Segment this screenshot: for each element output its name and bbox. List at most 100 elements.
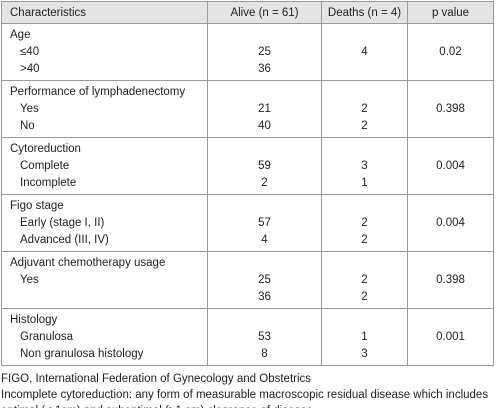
cell <box>207 251 322 271</box>
data-row: ≤40 25 4 0.02 <box>2 43 494 60</box>
cell: 0.004 <box>407 157 494 174</box>
header-row: Characteristics Alive (n = 61) Deaths (n =… <box>1 1 494 24</box>
column-header: Deaths (n = 4) <box>321 1 408 24</box>
cell: 8 <box>207 345 322 366</box>
data-row: Complete 59 3 0.004 <box>2 157 494 174</box>
cell <box>407 345 494 366</box>
row-label <box>2 288 208 309</box>
data-row: Early (stage I, II) 57 2 0.004 <box>2 214 494 231</box>
row-label: Non granulosa histology <box>20 347 144 360</box>
cell: 36 <box>207 60 322 81</box>
group-row: Age <box>2 23 494 43</box>
cell <box>407 288 494 309</box>
cell: 1 <box>321 328 408 345</box>
row-label: Incomplete <box>20 176 77 189</box>
column-header: Characteristics <box>1 1 208 24</box>
data-row: Granulosa 53 1 0.001 <box>2 328 494 345</box>
cell: 25 <box>207 43 322 60</box>
row-group: Figo stage Early (stage I, II) 57 2 0.004 Adv… <box>1 194 494 252</box>
cell: 2 <box>207 174 322 195</box>
cell <box>407 308 494 328</box>
column-header: Alive (n = 61) <box>207 1 322 24</box>
cell <box>207 23 322 43</box>
group-label: Performance of lymphadenectomy <box>10 85 186 98</box>
cell <box>407 117 494 138</box>
row-group: Histology Granulosa 53 1 0.001 Non granulosa … <box>1 308 494 366</box>
cell <box>407 80 494 100</box>
cell: 0.001 <box>407 328 494 345</box>
cell <box>321 251 408 271</box>
data-row: No 40 2 <box>2 117 494 138</box>
group-label: Figo stage <box>10 199 64 212</box>
cell <box>407 23 494 43</box>
cell: 2 <box>321 214 408 231</box>
results-table: Characteristics Alive (n = 61) Deaths (n =… <box>1 1 494 366</box>
data-row: Incomplete 2 1 <box>2 174 494 195</box>
row-label: >40 <box>20 62 40 75</box>
cell <box>321 308 408 328</box>
row-label: Advanced (III, IV) <box>20 233 109 246</box>
group-label: Cytoreduction <box>10 142 81 155</box>
row-label: Complete <box>20 159 70 172</box>
data-row: Yes 21 2 0.398 <box>2 100 494 117</box>
row-label: Yes <box>20 102 39 115</box>
group-row: Cytoreduction <box>2 137 494 157</box>
row-group: Age ≤40 25 4 0.02 >40 36 <box>1 23 494 81</box>
row-label: Early (stage I, II) <box>20 216 105 229</box>
cell: 4 <box>321 43 408 60</box>
cell: 1 <box>321 174 408 195</box>
cell: 0.004 <box>407 214 494 231</box>
row-label: No <box>20 119 35 132</box>
cell: 25 <box>207 271 322 288</box>
cell: 0.02 <box>407 43 494 60</box>
footnote: Incomplete cytoreduction: any form of me… <box>1 389 489 408</box>
group-row: Figo stage <box>2 194 494 214</box>
cell <box>407 60 494 81</box>
cell <box>207 308 322 328</box>
data-row: >40 36 <box>2 60 494 81</box>
cell <box>321 60 408 81</box>
cell <box>407 137 494 157</box>
row-label: Yes <box>20 273 39 286</box>
data-row: Advanced (III, IV) 4 2 <box>2 231 494 252</box>
cell: 4 <box>207 231 322 252</box>
cell <box>207 194 322 214</box>
cell: 0.398 <box>407 271 494 288</box>
cell <box>321 194 408 214</box>
cell <box>207 80 322 100</box>
cell: 36 <box>207 288 322 309</box>
row-group: Cytoreduction Complete 59 3 0.004 Incomplete 2… <box>1 137 494 195</box>
cell: 57 <box>207 214 322 231</box>
group-label: Age <box>10 28 31 41</box>
row-group: Adjuvant chemotherapy usage Yes 25 2 0.398 36… <box>1 251 494 309</box>
footnotes: FIGO, International Federation of Gyneco… <box>1 371 493 408</box>
cell <box>321 137 408 157</box>
cell <box>407 174 494 195</box>
row-label: ≤40 <box>20 45 40 58</box>
cell: 0.398 <box>407 100 494 117</box>
group-row: Histology <box>2 308 494 328</box>
cell <box>321 23 408 43</box>
data-row: 36 2 <box>2 288 494 309</box>
cell: 2 <box>321 117 408 138</box>
group-row: Performance of lymphadenectomy <box>2 80 494 100</box>
cell: 3 <box>321 157 408 174</box>
cell <box>321 80 408 100</box>
cell: 2 <box>321 271 408 288</box>
group-row: Adjuvant chemotherapy usage <box>2 251 494 271</box>
cell <box>207 137 322 157</box>
cell: 2 <box>321 231 408 252</box>
cell: 21 <box>207 100 322 117</box>
cell: 59 <box>207 157 322 174</box>
data-row: Yes 25 2 0.398 <box>2 271 494 288</box>
group-label: Adjuvant chemotherapy usage <box>10 256 166 269</box>
cell <box>407 231 494 252</box>
cell: 2 <box>321 288 408 309</box>
data-row: Non granulosa histology 8 3 <box>2 345 494 366</box>
cell: 40 <box>207 117 322 138</box>
cell: 53 <box>207 328 322 345</box>
column-header: p value <box>407 1 494 24</box>
cell: 2 <box>321 100 408 117</box>
cell: 3 <box>321 345 408 366</box>
